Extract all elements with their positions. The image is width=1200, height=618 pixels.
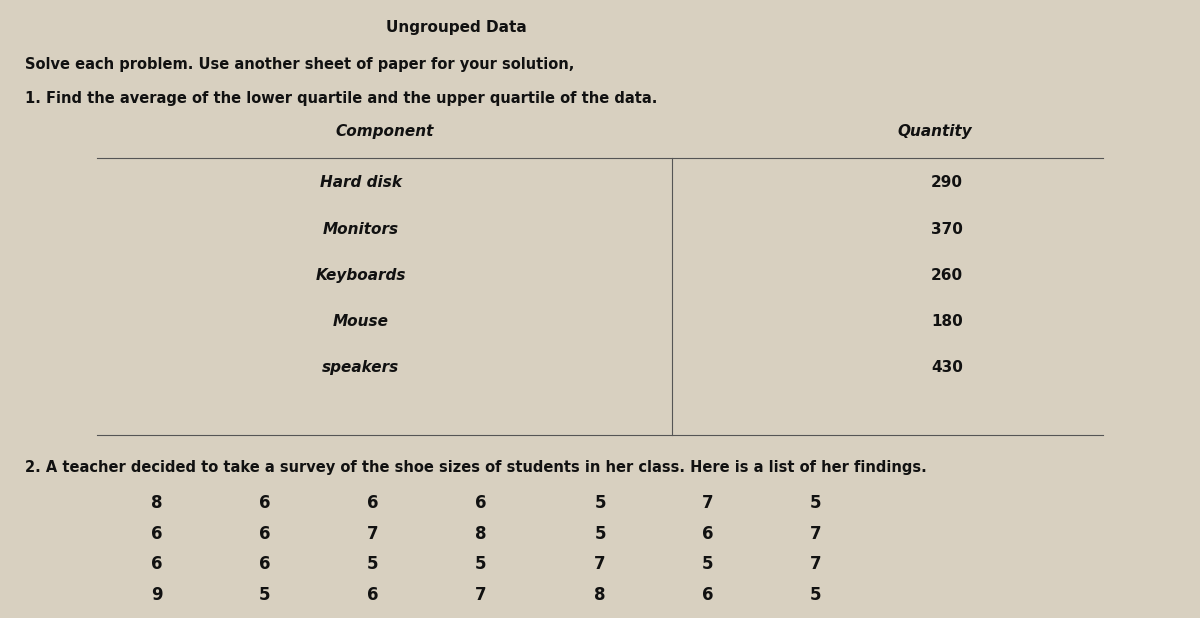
Text: 6: 6 <box>702 525 714 543</box>
Text: Mouse: Mouse <box>332 314 389 329</box>
Text: 6: 6 <box>259 525 270 543</box>
Text: 5: 5 <box>810 494 821 512</box>
Text: 6: 6 <box>151 525 163 543</box>
Text: 8: 8 <box>151 494 163 512</box>
Text: Quantity: Quantity <box>898 124 972 140</box>
Text: 8: 8 <box>474 525 486 543</box>
Text: 5: 5 <box>367 556 378 574</box>
Text: 180: 180 <box>931 314 964 329</box>
Text: 7: 7 <box>702 494 714 512</box>
Text: 5: 5 <box>474 556 486 574</box>
Text: 5: 5 <box>259 586 270 604</box>
Text: 1. Find the average of the lower quartile and the upper quartile of the data.: 1. Find the average of the lower quartil… <box>25 91 658 106</box>
Text: 7: 7 <box>594 556 606 574</box>
Text: 6: 6 <box>259 494 270 512</box>
Text: 6: 6 <box>259 556 270 574</box>
Text: Solve each problem. Use another sheet of paper for your solution,: Solve each problem. Use another sheet of… <box>25 57 575 72</box>
Text: Ungrouped Data: Ungrouped Data <box>386 20 527 35</box>
Text: 260: 260 <box>931 268 964 282</box>
Text: 5: 5 <box>702 556 714 574</box>
Text: 9: 9 <box>151 586 163 604</box>
Text: 5: 5 <box>594 525 606 543</box>
Text: Monitors: Monitors <box>323 221 398 237</box>
Text: 7: 7 <box>810 525 821 543</box>
Text: 6: 6 <box>702 586 714 604</box>
Text: 7: 7 <box>810 556 821 574</box>
Text: 290: 290 <box>931 176 964 190</box>
Text: Component: Component <box>335 124 433 140</box>
Text: 8: 8 <box>594 586 606 604</box>
Text: 5: 5 <box>594 494 606 512</box>
Text: 2. A teacher decided to take a survey of the shoe sizes of students in her class: 2. A teacher decided to take a survey of… <box>25 460 928 475</box>
Text: 7: 7 <box>474 586 486 604</box>
Text: 430: 430 <box>931 360 964 375</box>
Text: 7: 7 <box>367 525 378 543</box>
Text: 6: 6 <box>151 556 163 574</box>
Text: 370: 370 <box>931 221 964 237</box>
Text: 6: 6 <box>367 586 378 604</box>
Text: 5: 5 <box>810 586 821 604</box>
Text: 6: 6 <box>367 494 378 512</box>
Text: Keyboards: Keyboards <box>316 268 406 282</box>
Text: speakers: speakers <box>322 360 400 375</box>
Text: 6: 6 <box>474 494 486 512</box>
Text: Hard disk: Hard disk <box>319 176 402 190</box>
